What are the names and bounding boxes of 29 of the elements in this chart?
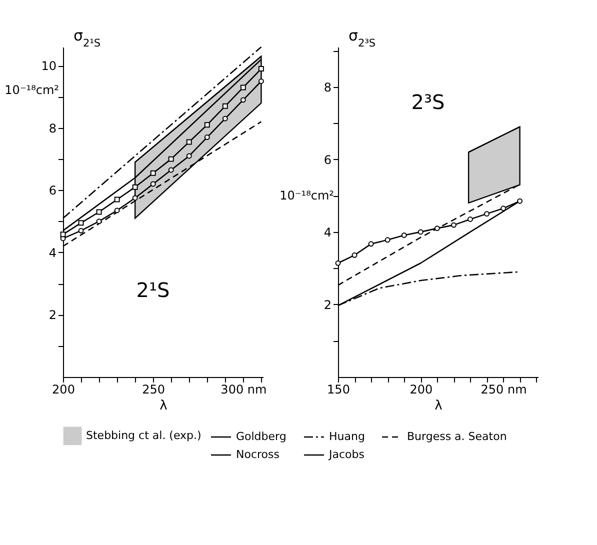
x-tick-label: 250 [142, 382, 166, 396]
x-tick-label: 250 nm [480, 382, 527, 396]
y-axis-title: σ$_{2³S}$ [348, 26, 376, 50]
y-tick-label: 2 [324, 298, 332, 312]
text: 10⁻¹⁸cm² [4, 82, 60, 97]
x-tick-label: 150 [327, 382, 350, 396]
text: 10⁻¹⁸cm² [280, 188, 334, 202]
legend-label: Stebbing ct al. (exp.) [86, 428, 202, 442]
y-axis-title: σ$_{2¹S}$ [74, 26, 101, 50]
legend-label: Nocross [236, 448, 280, 461]
y-tick-label: 4 [324, 225, 332, 240]
x-axis-title: λ [434, 398, 443, 414]
annotation: 2³S [411, 90, 445, 114]
legend-label: Goldberg [236, 430, 286, 443]
x-tick-label: 300 nm [220, 382, 267, 396]
y-tick-label: 2 [48, 308, 56, 322]
y-tick-label: 6 [324, 152, 332, 167]
x-tick-label: 200 [52, 382, 75, 396]
y-tick-label: 6 [48, 184, 56, 198]
x-tick-label: 200 [410, 382, 433, 396]
y-tick-label: 4 [48, 246, 56, 260]
y-tick-label: 10 [41, 59, 56, 74]
y-tick-label: 8 [324, 80, 332, 94]
legend-label: Burgess a. Seaton [407, 430, 507, 443]
y-tick-label: 8 [48, 121, 56, 136]
x-axis-title: λ [160, 398, 168, 414]
legend-label: Huang [329, 430, 365, 443]
annotation: 2¹S [136, 278, 170, 302]
legend-label: Jacobs [328, 448, 365, 461]
